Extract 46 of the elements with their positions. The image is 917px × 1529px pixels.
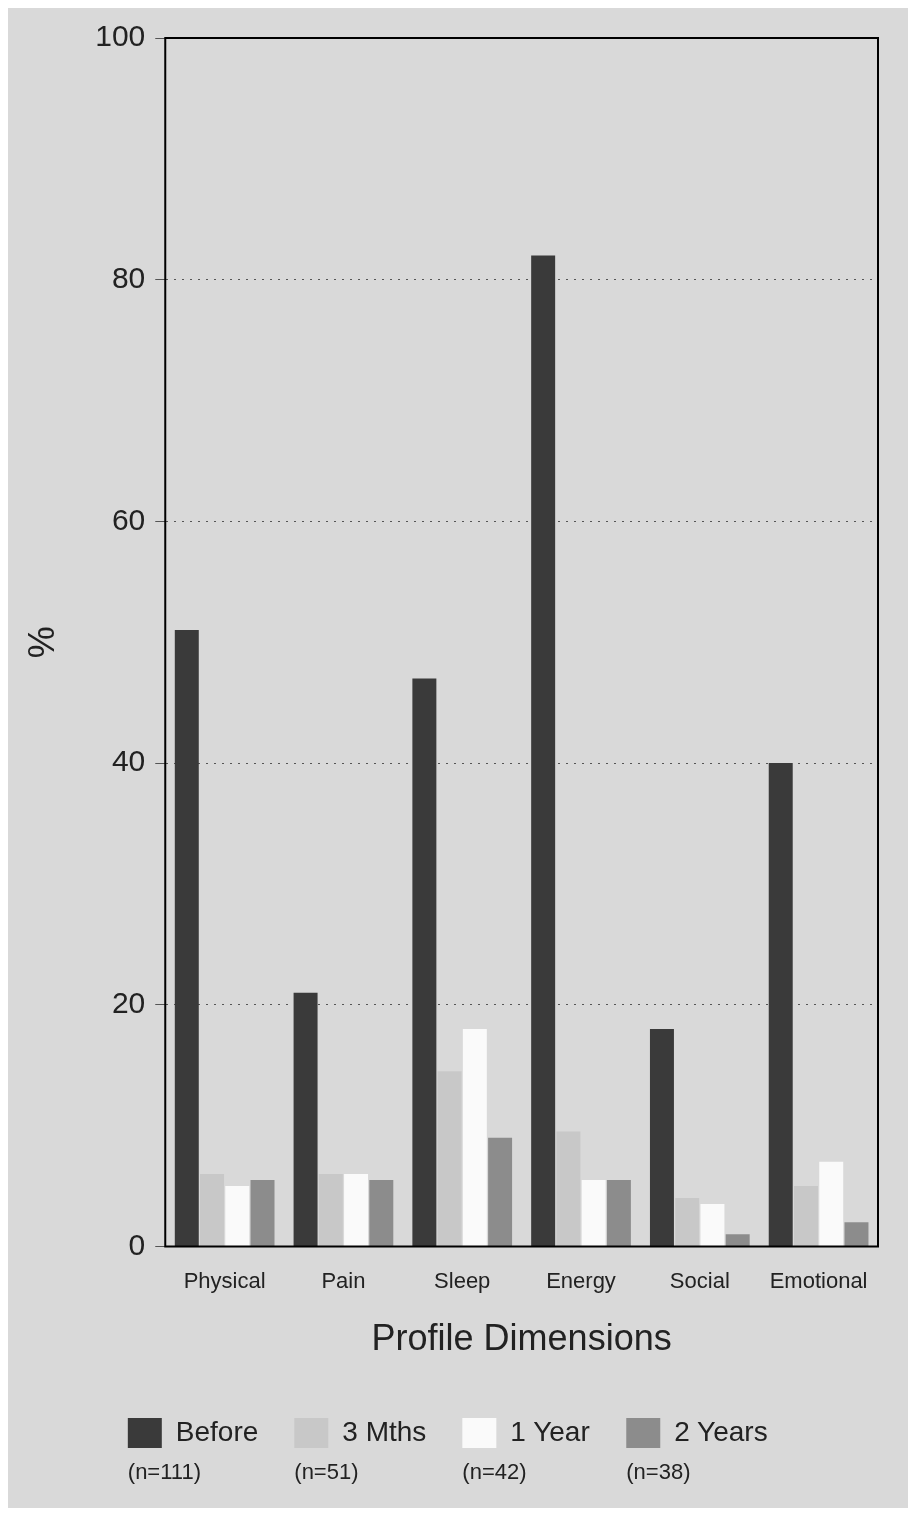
text: (n=111) (127, 1459, 201, 1485)
y-tick-label: 0 (128, 1227, 146, 1261)
bar (200, 1173, 225, 1246)
x-tick-label: Pain (321, 1267, 366, 1293)
bar (293, 992, 318, 1246)
legend-label: Before (175, 1415, 259, 1447)
y-axis-title: % (20, 626, 62, 659)
x-axis-title: Profile Dimensions (371, 1317, 672, 1359)
text: (n=42) (462, 1459, 527, 1485)
bar (531, 255, 556, 1246)
bar (700, 1204, 725, 1246)
bar (844, 1222, 869, 1246)
legend-label: 1 Year (510, 1415, 590, 1447)
bar (649, 1028, 674, 1246)
legend-label: 3 Mths (342, 1415, 427, 1447)
x-tick-label: Sleep (434, 1267, 491, 1293)
bar (318, 1173, 343, 1246)
legend-label: 2 Years (674, 1415, 768, 1447)
bar (725, 1234, 750, 1246)
bar (174, 630, 199, 1246)
bar (581, 1179, 606, 1246)
y-tick-label: 100 (95, 19, 146, 53)
bar (462, 1028, 487, 1246)
x-tick-label: Emotional (769, 1267, 868, 1293)
y-tick-label: 20 (111, 985, 146, 1019)
bar (437, 1071, 462, 1246)
bar (675, 1198, 700, 1246)
bar (412, 678, 437, 1246)
bar (556, 1131, 581, 1246)
bar (819, 1161, 844, 1246)
bar (225, 1185, 250, 1246)
text: (n=51) (294, 1459, 359, 1485)
y-tick-label: 40 (111, 744, 146, 778)
y-tick-label: 60 (111, 502, 146, 536)
bar (344, 1173, 369, 1246)
text: (n=38) (626, 1459, 691, 1485)
bar (793, 1185, 818, 1246)
bar (250, 1179, 275, 1246)
y-tick-label: 80 (111, 260, 146, 294)
x-tick-label: Social (669, 1267, 730, 1293)
x-tick-label: Physical (183, 1267, 266, 1293)
x-tick-label: Energy (546, 1267, 616, 1293)
bar (768, 763, 793, 1246)
bar (606, 1179, 631, 1246)
bar (488, 1137, 513, 1246)
bar (369, 1179, 394, 1246)
